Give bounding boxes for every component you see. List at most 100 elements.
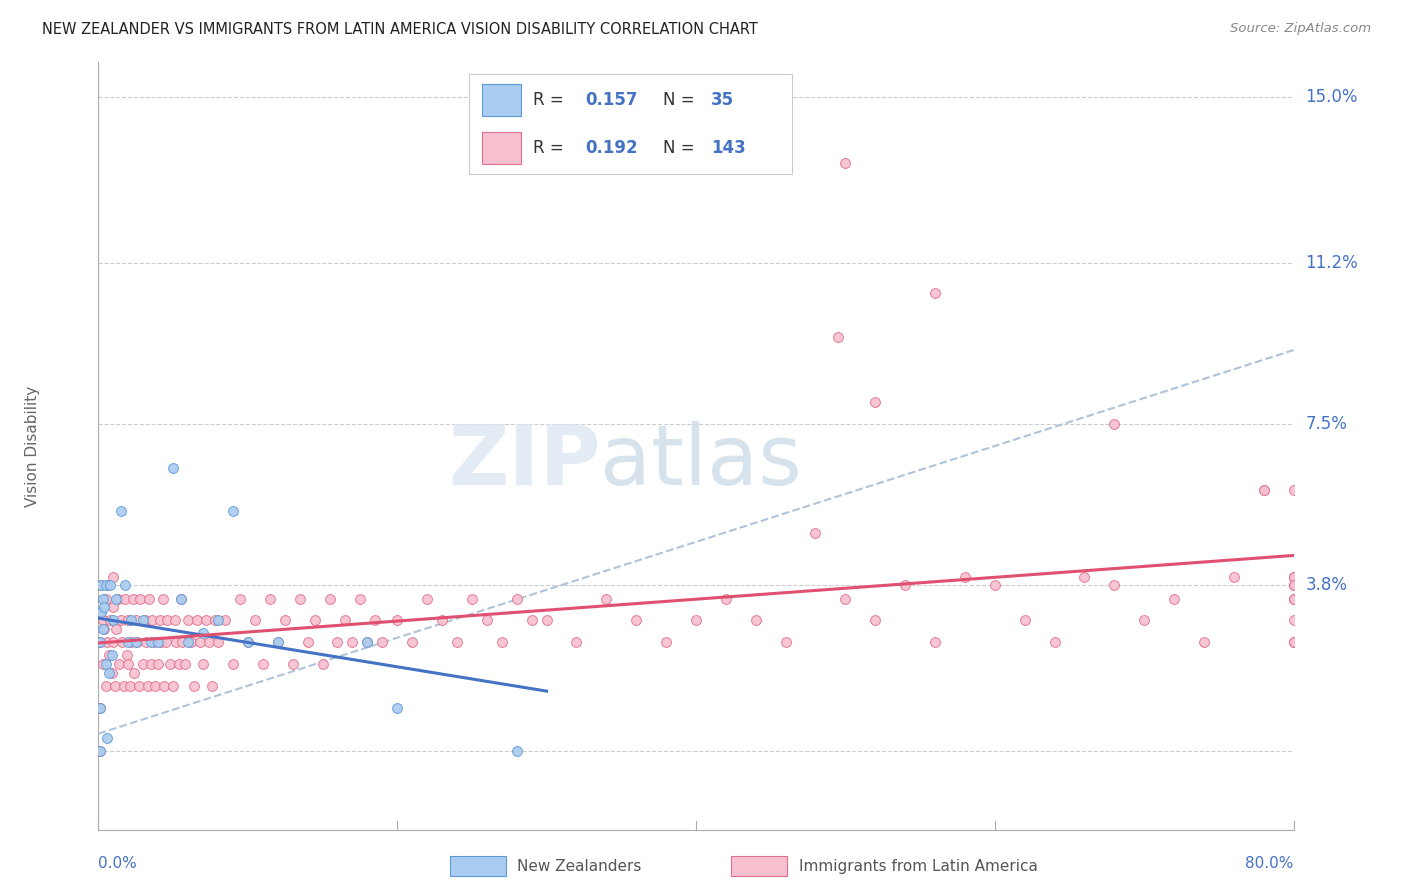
- Point: [110, 613, 132, 627]
- Point: [90, 578, 112, 592]
- Point: [536, 613, 558, 627]
- Point: [461, 591, 484, 606]
- Point: [121, 591, 143, 606]
- Point: [207, 635, 229, 649]
- Point: [1282, 635, 1305, 649]
- Point: [97, 665, 120, 680]
- Point: [89, 744, 111, 758]
- Point: [172, 635, 194, 649]
- Point: [89, 700, 111, 714]
- Point: [311, 657, 333, 671]
- Point: [135, 635, 157, 649]
- Text: 0.0%: 0.0%: [98, 855, 138, 871]
- Text: atlas: atlas: [600, 421, 801, 502]
- Point: [165, 635, 187, 649]
- Point: [1163, 591, 1185, 606]
- Point: [953, 570, 976, 584]
- Point: [894, 578, 917, 592]
- Text: 7.5%: 7.5%: [1306, 415, 1347, 434]
- Point: [1282, 578, 1305, 592]
- Point: [103, 570, 125, 584]
- Point: [96, 578, 118, 592]
- Point: [98, 613, 122, 627]
- Point: [201, 679, 224, 693]
- Point: [188, 635, 211, 649]
- Point: [267, 635, 290, 649]
- Text: 15.0%: 15.0%: [1306, 88, 1358, 106]
- Point: [108, 657, 131, 671]
- Point: [169, 591, 191, 606]
- Point: [114, 578, 136, 592]
- Point: [281, 657, 304, 671]
- Point: [520, 613, 543, 627]
- Point: [198, 635, 221, 649]
- Point: [924, 635, 946, 649]
- Point: [222, 657, 245, 671]
- Point: [115, 648, 138, 663]
- Text: Vision Disability: Vision Disability: [25, 385, 41, 507]
- Text: 11.2%: 11.2%: [1306, 254, 1358, 272]
- Point: [1014, 613, 1036, 627]
- Point: [120, 613, 142, 627]
- Point: [1282, 591, 1305, 606]
- Point: [186, 613, 208, 627]
- Text: ZIP: ZIP: [449, 421, 600, 502]
- Point: [117, 613, 139, 627]
- Point: [107, 591, 129, 606]
- Text: NEW ZEALANDER VS IMMIGRANTS FROM LATIN AMERICA VISION DISABILITY CORRELATION CHA: NEW ZEALANDER VS IMMIGRANTS FROM LATIN A…: [42, 22, 758, 37]
- Point: [1282, 635, 1305, 649]
- Point: [326, 635, 349, 649]
- Point: [117, 635, 139, 649]
- Point: [94, 679, 117, 693]
- Point: [655, 635, 678, 649]
- Point: [430, 613, 453, 627]
- Point: [685, 613, 707, 627]
- Point: [125, 635, 148, 649]
- Point: [924, 286, 946, 301]
- Point: [101, 648, 124, 663]
- Point: [129, 591, 152, 606]
- Point: [132, 657, 155, 671]
- Point: [506, 591, 529, 606]
- Point: [1073, 570, 1095, 584]
- Point: [93, 600, 115, 615]
- Point: [156, 613, 179, 627]
- Point: [1282, 591, 1305, 606]
- Point: [110, 504, 132, 518]
- Point: [371, 635, 394, 649]
- Point: [207, 613, 229, 627]
- Point: [150, 635, 173, 649]
- Point: [90, 578, 112, 592]
- Point: [89, 635, 111, 649]
- Point: [136, 679, 159, 693]
- Point: [195, 613, 218, 627]
- Point: [91, 613, 114, 627]
- Point: [101, 665, 124, 680]
- Point: [167, 657, 190, 671]
- Point: [297, 635, 319, 649]
- Point: [163, 613, 186, 627]
- Point: [775, 635, 797, 649]
- Point: [349, 591, 371, 606]
- Point: [162, 679, 184, 693]
- Point: [1253, 483, 1275, 497]
- Point: [491, 635, 513, 649]
- Text: Immigrants from Latin America: Immigrants from Latin America: [799, 859, 1038, 873]
- Point: [93, 622, 115, 636]
- Point: [139, 657, 162, 671]
- Text: 80.0%: 80.0%: [1246, 855, 1294, 871]
- Point: [304, 613, 326, 627]
- Point: [91, 657, 114, 671]
- Point: [252, 657, 274, 671]
- Point: [356, 635, 378, 649]
- Point: [1282, 613, 1305, 627]
- Point: [236, 635, 259, 649]
- Point: [1104, 417, 1126, 432]
- Point: [1043, 635, 1066, 649]
- Point: [1104, 578, 1126, 592]
- Point: [174, 657, 197, 671]
- Point: [865, 613, 887, 627]
- Point: [104, 679, 127, 693]
- Point: [91, 591, 114, 606]
- Point: [148, 635, 170, 649]
